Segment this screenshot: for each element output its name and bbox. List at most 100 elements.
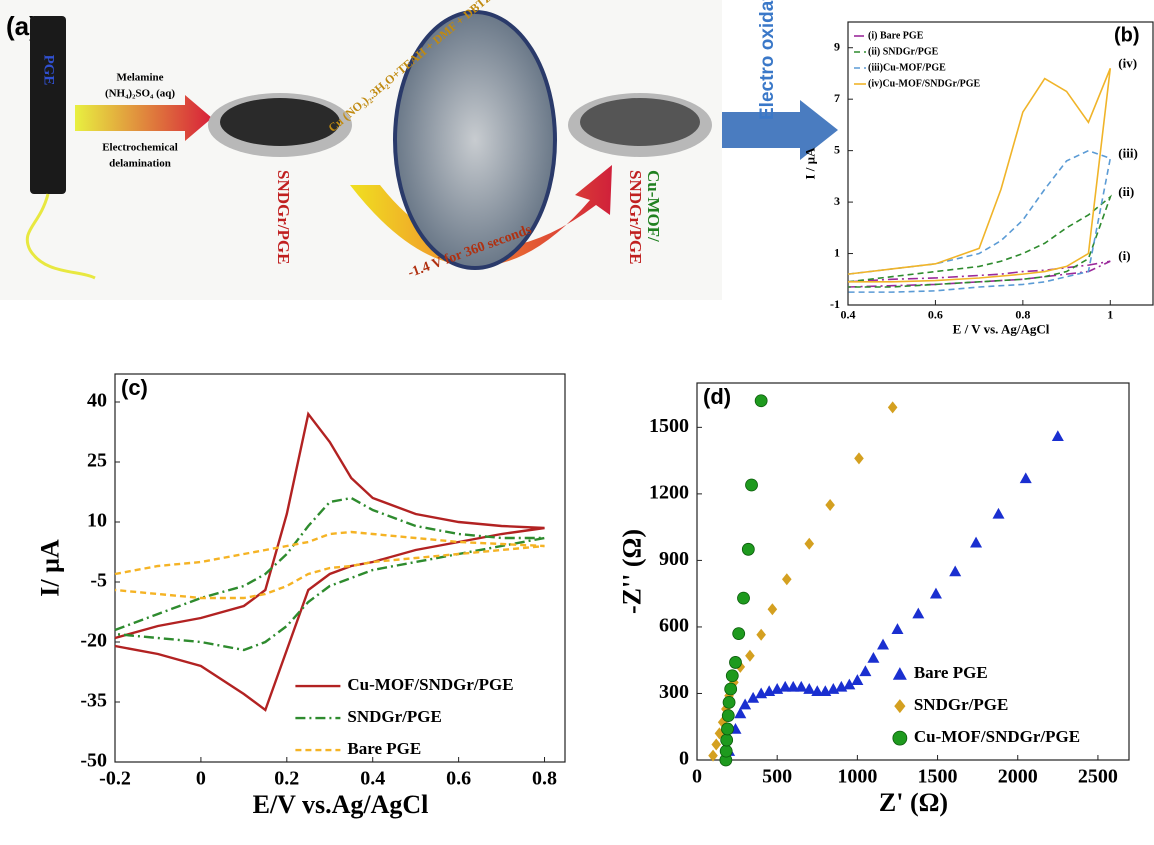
- rod-label: PGE: [41, 55, 57, 86]
- product-label: Cu-MOF/: [644, 170, 663, 242]
- x-axis-label: E / V vs. Ag/AgCl: [953, 322, 1050, 337]
- legend-label: Cu-MOF/SNDGr/PGE: [347, 675, 513, 694]
- legend-label: Bare PGE: [914, 663, 988, 682]
- y-tick-label: 7: [834, 91, 840, 105]
- step: Electro oxidation: [757, 0, 778, 120]
- point: [930, 588, 942, 599]
- legend-swatch: [893, 667, 907, 680]
- pge-rod: [30, 16, 66, 194]
- product-label: SNDGr/PGE: [626, 170, 645, 264]
- point: [726, 670, 738, 682]
- x-tick-label: 1000: [837, 766, 877, 788]
- point: [733, 628, 745, 640]
- step: delamination: [109, 158, 171, 170]
- point: [825, 499, 835, 511]
- point: [912, 608, 924, 619]
- panel-label: (c): [121, 375, 148, 400]
- y-tick-label: -5: [90, 570, 107, 592]
- x-tick-label: 0.6: [446, 768, 471, 790]
- x-tick-label: 0.4: [841, 308, 856, 322]
- legend-label: Bare PGE: [347, 739, 421, 758]
- point: [891, 623, 903, 634]
- cv-curve: [848, 68, 1110, 282]
- x-tick-label: 1: [1107, 308, 1113, 322]
- point: [756, 629, 766, 641]
- y-axis-label: I/ μA: [36, 539, 65, 597]
- point: [867, 652, 879, 663]
- point: [782, 573, 792, 585]
- chart: 0.4 0.6 0.8 1 -1 1 3 5 7 9 E / V vs. Ag/AgCl I / µA…: [803, 22, 1153, 337]
- y-tick-label: 600: [659, 615, 689, 637]
- point: [722, 710, 734, 722]
- x-tick-label: 0.8: [1015, 308, 1030, 322]
- point: [859, 665, 871, 676]
- point: [723, 696, 735, 708]
- legend-label: (iii)Cu-MOF/PGE: [868, 62, 946, 73]
- cv-curve: [848, 261, 1110, 287]
- point: [725, 683, 737, 695]
- point: [949, 566, 961, 577]
- y-tick-label: 3: [834, 194, 840, 208]
- point: [768, 603, 778, 615]
- arrow-2: [722, 100, 838, 160]
- legend-label: (ii) SNDGr/PGE: [868, 46, 939, 57]
- x-axis-label: Z' (Ω): [879, 788, 948, 817]
- y-tick-label: -1: [830, 297, 840, 311]
- page: (a) PGE Melamine (NH₄)₂SO₄ (aq) Electroc…: [0, 0, 1154, 845]
- point: [970, 537, 982, 548]
- point: [738, 592, 750, 604]
- legend-label: (i) Bare PGE: [868, 30, 924, 41]
- x-axis-label: E/V vs.Ag/AgCl: [253, 790, 429, 819]
- y-tick-label: 5: [834, 142, 840, 156]
- cv-curve: [848, 151, 1110, 292]
- point: [746, 479, 758, 491]
- point: [992, 508, 1004, 519]
- y-axis-label: I / µA: [803, 147, 818, 180]
- reagent: Melamine: [116, 72, 163, 84]
- point: [1020, 472, 1032, 483]
- y-tick-label: -35: [80, 690, 107, 712]
- point: [742, 543, 754, 555]
- y-tick-label: 1500: [649, 415, 689, 437]
- point: [854, 452, 864, 464]
- x-tick-label: 0.2: [274, 768, 299, 790]
- point: [721, 734, 733, 746]
- y-tick-label: 1: [834, 245, 840, 259]
- curve-tag: (iii): [1118, 145, 1138, 160]
- legend-label: Cu-MOF/SNDGr/PGE: [914, 727, 1080, 746]
- y-tick-label: -50: [80, 750, 107, 772]
- x-tick-label: 0.8: [532, 768, 557, 790]
- curve-tag: (ii): [1118, 184, 1134, 199]
- point: [888, 401, 898, 413]
- y-tick-label: 9: [834, 39, 840, 53]
- point: [729, 656, 741, 668]
- point: [1052, 430, 1064, 441]
- x-tick-label: 0.4: [360, 768, 385, 790]
- x-tick-label: 500: [762, 766, 792, 788]
- y-tick-label: 10: [87, 510, 107, 532]
- figure: (a) PGE Melamine (NH₄)₂SO₄ (aq) Electroc…: [0, 0, 1154, 845]
- point: [804, 538, 814, 550]
- panel-label: (b): [1114, 24, 1140, 46]
- point: [755, 395, 767, 407]
- y-tick-label: 900: [659, 548, 689, 570]
- y-tick-label: 1200: [649, 481, 689, 503]
- step: Electrochemical: [102, 142, 178, 154]
- curve-tag: (i): [1118, 248, 1130, 263]
- curve-tag: (iv): [1118, 55, 1137, 70]
- legend-label: SNDGr/PGE: [347, 707, 441, 726]
- x-tick-label: 0: [196, 768, 206, 790]
- y-tick-label: -20: [80, 630, 107, 652]
- product-label: SNDGr/PGE: [274, 170, 293, 264]
- y-tick-label: 40: [87, 390, 107, 412]
- y-tick-label: 25: [87, 450, 107, 472]
- electrode-surface: [220, 98, 340, 146]
- y-tick-label: 300: [659, 681, 689, 703]
- x-tick-label: 0.6: [928, 308, 943, 322]
- legend-label: (iv)Cu-MOF/SNDGr/PGE: [868, 78, 981, 89]
- panel-label: (d): [703, 384, 731, 409]
- x-tick-label: 0: [692, 766, 702, 788]
- reagent: (NH₄)₂SO₄ (aq): [105, 88, 175, 100]
